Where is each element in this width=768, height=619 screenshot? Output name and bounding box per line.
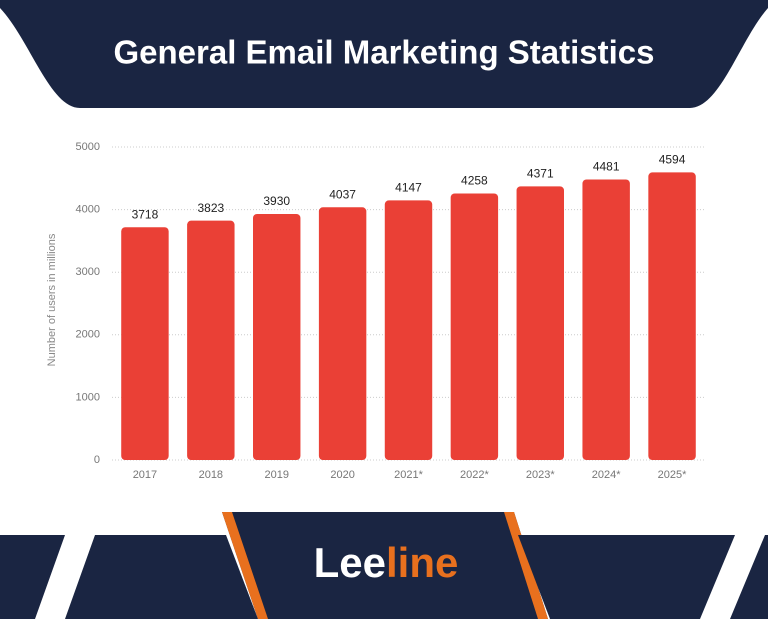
x-tick-label: 2021*: [394, 469, 423, 481]
bar: [187, 220, 235, 460]
chart-title: General Email Marketing Statistics: [113, 34, 654, 71]
value-label: 3718: [132, 207, 159, 221]
bar: [582, 179, 630, 461]
x-tick-label: 2024*: [592, 469, 621, 481]
x-tick-label: 2022*: [460, 469, 489, 481]
bar: [253, 213, 301, 460]
value-label: 4037: [329, 187, 356, 201]
y-tick-label: 0: [94, 454, 100, 466]
x-tick-label: 2018: [199, 469, 223, 481]
y-tick-label: 3000: [76, 266, 100, 278]
footer-shape: [518, 535, 735, 619]
y-tick-label: 1000: [76, 391, 100, 403]
value-label: 4481: [593, 160, 620, 174]
x-tick-label: 2020: [330, 469, 354, 481]
bar: [648, 172, 696, 461]
footer-shape: [730, 535, 768, 619]
value-label: 4258: [461, 174, 488, 188]
value-label: 3930: [263, 194, 290, 208]
x-tick-label: 2023*: [526, 469, 555, 481]
x-tick-label: 2019: [264, 469, 288, 481]
y-axis-label: Number of users in millions: [46, 233, 58, 366]
logo-part: line: [386, 539, 458, 586]
value-label: 4594: [659, 153, 686, 167]
x-tick-label: 2017: [133, 469, 157, 481]
y-tick-label: 4000: [76, 204, 100, 216]
bar: [121, 227, 169, 460]
value-label: 3823: [197, 201, 224, 215]
logo-stripe: [222, 512, 268, 619]
logo: Leeline: [314, 539, 459, 586]
logo-panel: [222, 512, 548, 619]
bar: [450, 193, 499, 460]
footer-shape: [0, 535, 65, 619]
footer: Leeline: [0, 512, 768, 619]
bar: [516, 186, 564, 460]
x-tick-label: 2025*: [658, 469, 687, 481]
value-label: 4371: [527, 167, 554, 181]
bar: [384, 200, 433, 460]
header-banner: [0, 0, 768, 108]
value-label: 4147: [395, 181, 422, 195]
y-tick-label: 5000: [76, 141, 100, 153]
logo-stripe: [504, 512, 548, 619]
logo-part: Lee: [314, 539, 386, 586]
footer-shape: [65, 535, 258, 619]
bar: [318, 207, 367, 460]
y-tick-label: 2000: [76, 329, 100, 341]
